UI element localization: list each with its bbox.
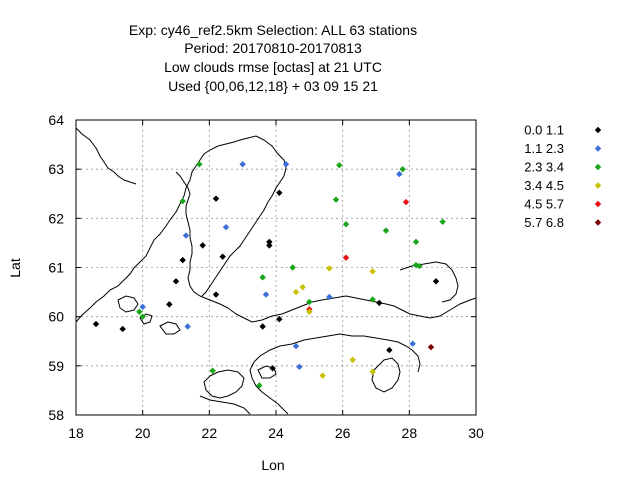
station-point (319, 372, 326, 379)
y-tick-label: 60 (48, 309, 64, 325)
legend-label: 2.3 3.4 (524, 160, 564, 175)
y-tick-label: 61 (48, 260, 64, 276)
x-tick-label: 20 (135, 425, 151, 441)
station-point (306, 308, 313, 315)
station-point (369, 296, 376, 303)
station-point (266, 238, 273, 246)
station-point (306, 298, 313, 306)
station-point (179, 197, 186, 205)
station-point (219, 253, 226, 260)
station-point (266, 242, 273, 249)
station-point (212, 291, 220, 298)
station-point (289, 264, 296, 271)
legend: 0.0 1.1 1.1 2.3 2.3 3.4 3.4 4.5 4.5 5.7 5.7 6… (524, 123, 602, 230)
y-tick-label: 64 (48, 112, 64, 128)
station-point (276, 315, 283, 323)
station-point (269, 365, 276, 372)
station-point (386, 346, 393, 354)
station-point (292, 342, 300, 350)
station-point (259, 274, 266, 281)
station-point (292, 288, 300, 296)
coastline-map (75, 127, 477, 415)
station-point (299, 283, 306, 291)
station-point (427, 343, 435, 351)
title-line-2: Period: 20170810-20170813 (184, 40, 362, 56)
legend-label: 1.1 2.3 (524, 141, 564, 156)
station-point (196, 161, 203, 168)
station-point (336, 162, 343, 169)
legend-marker (594, 182, 602, 189)
legend-label: 3.4 4.5 (524, 178, 564, 193)
station-point (296, 363, 303, 371)
title-line-4: Used {00,06,12,18} + 03 09 15 21 (168, 78, 378, 94)
title-line-1: Exp: cy46_ref2.5km Selection: ALL 63 sta… (129, 22, 417, 38)
station-point (239, 161, 246, 168)
x-tick-label: 24 (268, 425, 284, 441)
station-point (399, 165, 406, 173)
legend-label: 5.7 6.8 (524, 215, 564, 230)
station-point (326, 293, 333, 301)
station-point (222, 223, 230, 231)
y-tick-label: 58 (48, 407, 64, 423)
station-point (136, 308, 143, 315)
station-point (439, 218, 446, 225)
station-point (262, 291, 270, 298)
station-point (349, 356, 356, 364)
station-point (166, 301, 173, 308)
station-point (259, 323, 266, 330)
station-point (332, 196, 340, 203)
station-point (282, 161, 290, 168)
station-point (209, 367, 216, 374)
station-point (139, 313, 146, 320)
station-point (382, 227, 390, 234)
station-point (409, 340, 416, 347)
station-point (416, 262, 423, 270)
station-point (139, 303, 146, 311)
station-point (256, 382, 263, 389)
x-tick-label: 28 (402, 425, 418, 441)
legend-marker (594, 145, 602, 152)
legend-label: 4.5 5.7 (524, 197, 564, 212)
station-point (342, 221, 350, 228)
y-tick-label: 63 (48, 161, 64, 177)
axis-ticks: 18 20 22 24 26 28 30 58 59 60 61 62 63 64 (48, 112, 484, 441)
legend-marker (594, 200, 602, 208)
x-tick-label: 30 (468, 425, 484, 441)
legend-marker (594, 126, 602, 134)
station-point (342, 254, 350, 261)
x-tick-label: 18 (68, 425, 84, 441)
station-point (326, 265, 333, 272)
station-point (432, 278, 440, 285)
station-point (92, 320, 100, 328)
title-line-3: Low clouds rmse [octas] at 21 UTC (164, 59, 382, 75)
chart-title: Exp: cy46_ref2.5km Selection: ALL 63 sta… (129, 22, 417, 94)
station-point (172, 278, 180, 285)
station-point (412, 238, 420, 246)
station-point (199, 242, 206, 249)
legend-label: 0.0 1.1 (524, 123, 564, 138)
legend-marker (594, 163, 602, 171)
y-axis-label: Lat (7, 258, 23, 278)
station-point (396, 170, 403, 178)
station-point (369, 268, 376, 275)
x-tick-label: 26 (335, 425, 351, 441)
station-point (369, 368, 376, 375)
station-point (212, 195, 220, 202)
station-point (184, 323, 191, 330)
station-point (179, 256, 186, 264)
x-axis-label: Lon (261, 457, 284, 473)
station-points (92, 161, 446, 389)
legend-marker (594, 219, 602, 226)
station-point (376, 299, 383, 307)
x-tick-label: 22 (202, 425, 218, 441)
station-point (182, 232, 190, 239)
station-point (119, 325, 126, 333)
y-tick-label: 59 (48, 358, 64, 374)
station-point (276, 189, 283, 196)
y-tick-label: 62 (48, 210, 64, 226)
station-point (402, 198, 410, 206)
